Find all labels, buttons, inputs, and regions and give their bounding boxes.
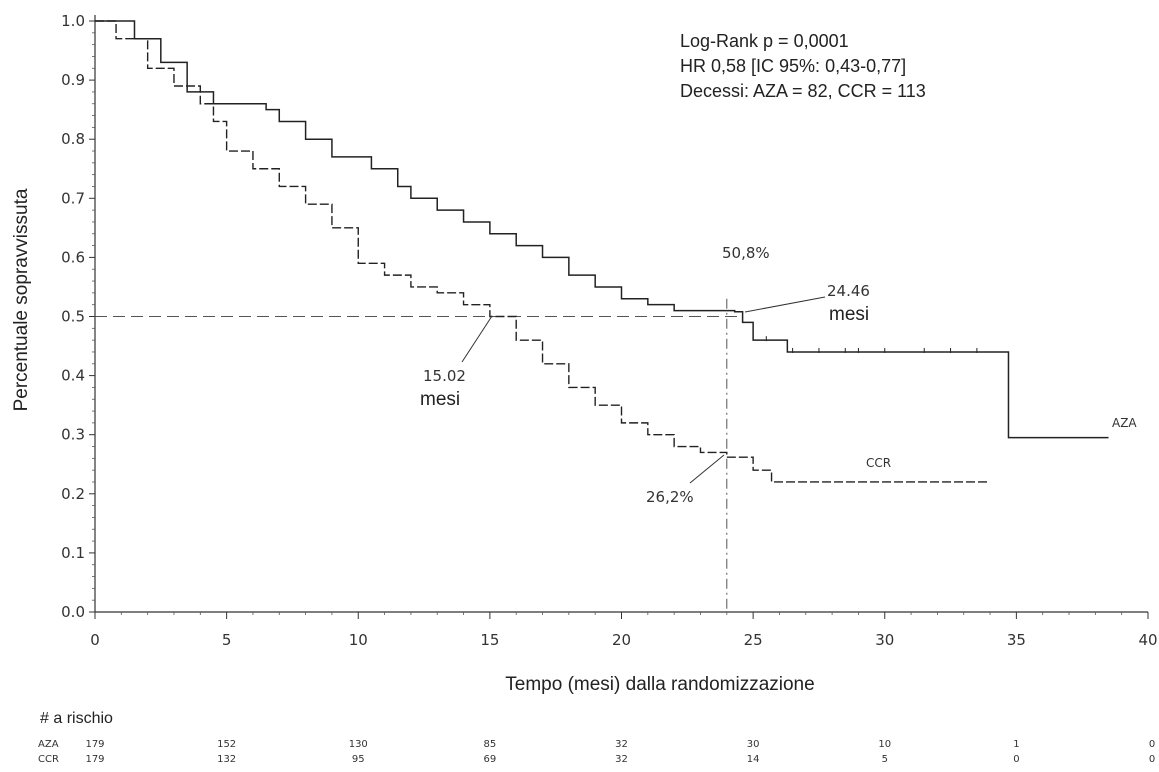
series-label-aza: AZA [1112,416,1137,430]
annotation-ccr-median-pointer [461,315,493,363]
at-risk-title: # a rischio [40,710,113,727]
y-tick-label: 0.9 [61,71,85,89]
stats-logrank: Log-Rank p = 0,0001 [680,31,849,51]
annotation-ccr-median-value: 15.02 [423,367,466,385]
x-tick-label: 0 [90,631,100,649]
at-risk-value: 95 [352,754,365,765]
annotation-aza-median-value: 24.46 [827,282,870,300]
at-risk-value: 179 [85,754,104,765]
at-risk-value: 152 [217,739,236,750]
y-tick-label: 0.5 [61,308,85,326]
y-axis-title: Percentuale sopravvissuta [11,188,32,411]
aza-censor-marks [765,336,978,353]
at-risk-value: 0 [1149,754,1155,765]
y-tick-label: 0.8 [61,130,85,148]
stats-deaths: Decessi: AZA = 82, CCR = 113 [680,81,926,101]
x-tick-label: 25 [744,631,763,649]
at-risk-value: 32 [615,754,628,765]
x-tick-label: 35 [1007,631,1026,649]
at-risk-row-label: AZA [38,739,59,750]
y-tick-label: 0.4 [61,367,85,385]
y-tick-label: 0.1 [61,544,85,562]
at-risk-value: 0 [1013,754,1019,765]
y-tick-label: 0.2 [61,485,85,503]
at-risk-value: 85 [484,739,497,750]
y-tick-label: 0.7 [61,189,85,207]
at-risk-value: 179 [85,739,104,750]
y-tick-label: 0.0 [61,603,85,621]
at-risk-value: 32 [615,739,628,750]
x-tick-label: 30 [875,631,894,649]
at-risk-value: 14 [747,754,760,765]
y-tick-label: 0.6 [61,248,85,266]
series-label-ccr: CCR [866,456,891,470]
annotation-aza-median-unit: mesi [829,304,869,325]
at-risk-value: 1 [1013,739,1019,750]
at-risk-row-label: CCR [38,754,59,765]
at-risk-value: 0 [1149,739,1155,750]
at-risk-value: 5 [882,754,888,765]
x-tick-label: 10 [349,631,368,649]
x-axis-title: Tempo (mesi) dalla randomizzazione [505,674,814,695]
x-tick-label: 20 [612,631,631,649]
series-ccr-line [95,20,991,483]
stats-hazard-ratio: HR 0,58 [IC 95%: 0,43-0,77] [680,56,906,76]
annotation-ccr-median-unit: mesi [420,389,460,410]
x-tick-label: 40 [1138,631,1157,649]
at-risk-value: 10 [878,739,891,750]
x-tick-label: 15 [480,631,499,649]
at-risk-value: 69 [484,754,497,765]
annotation-ccr-24-percent: 26,2% [646,488,694,506]
series-aza-line [95,20,1109,439]
annotation-aza-24-percent: 50,8% [722,244,770,262]
annotation-aza-median-pointer [744,296,826,313]
y-tick-label: 0.3 [61,426,85,444]
y-tick-label: 1.0 [61,12,85,30]
at-risk-value: 132 [217,754,236,765]
x-tick-label: 5 [222,631,232,649]
at-risk-value: 30 [747,739,760,750]
at-risk-value: 130 [349,739,368,750]
axis-ticks: 0.0 0.1 0.2 0.3 0.4 0.5 0.6 0.7 0.8 0.9 1.0 0 5 10 15 2… [61,12,1157,649]
annotation-ccr-24-pointer [689,454,725,484]
